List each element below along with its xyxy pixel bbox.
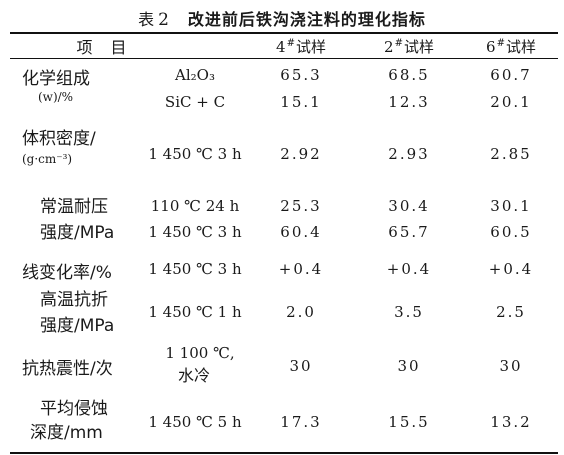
header-sample-2: 2#试样 [354, 36, 464, 57]
cond-erosion-1: 1 450 ℃ 5 h [148, 413, 242, 431]
value-chem-2-s6: 20.1 [490, 93, 532, 111]
cond-ccs-2: 1 450 ℃ 3 h [148, 223, 242, 241]
header-rule [10, 58, 558, 59]
header-sample-4-mark: # [286, 38, 295, 49]
value-erosion-1-s2: 15.5 [388, 413, 430, 431]
value-plc-1-s6: +0.4 [488, 260, 534, 278]
value-tsr-s6: 30 [499, 357, 523, 375]
value-ccs-1-s4: 25.3 [280, 197, 322, 215]
caption-text: 改进前后铁沟浇注料的理化指标 [187, 10, 426, 29]
value-chem-1-s6: 60.7 [490, 66, 532, 84]
value-hmor-1-s6: 2.5 [496, 303, 526, 321]
value-tsr-s2: 30 [397, 357, 421, 375]
cond-chem-1: Al₂O₃ [175, 66, 215, 84]
value-chem-2-s2: 12.3 [388, 93, 430, 111]
value-chem-1-s4: 65.3 [280, 66, 322, 84]
value-tsr-s4: 30 [289, 357, 313, 375]
cond-tsr-1: 1 100 ℃, [165, 344, 235, 362]
header-sample-6-word: 试样 [505, 38, 536, 56]
header-sample-6-num: 6 [486, 38, 496, 56]
value-plc-1-s4: +0.4 [278, 260, 324, 278]
value-chem-2-s4: 15.1 [280, 93, 322, 111]
row-unit-chem: (w)/% [38, 90, 74, 104]
header-sample-2-word: 试样 [403, 38, 434, 56]
top-rule [10, 32, 558, 34]
value-ccs-2-s6: 60.5 [490, 223, 532, 241]
header-sample-4: 4#试样 [246, 36, 356, 57]
value-density-1-s4: 2.92 [280, 145, 322, 163]
row-unit-erosion: 深度/mm [30, 423, 103, 443]
caption-prefix: 表 [138, 10, 156, 29]
row-unit-ccs: 强度/MPa [40, 223, 115, 243]
row-unit-hmor: 强度/MPa [40, 316, 115, 336]
cond-density-1: 1 450 ℃ 3 h [148, 145, 242, 163]
value-hmor-1-s4: 2.0 [286, 303, 316, 321]
header-sample-2-num: 2 [384, 38, 394, 56]
cond-plc-1: 1 450 ℃ 3 h [148, 260, 242, 278]
row-unit-density: (g·cm⁻³) [22, 152, 73, 166]
table-header: 项 目 4#试样 2#试样 6#试样 [0, 34, 564, 58]
value-density-1-s6: 2.85 [490, 145, 532, 163]
caption-number: 2 [158, 10, 170, 30]
value-density-1-s2: 2.93 [388, 145, 430, 163]
value-plc-1-s2: +0.4 [386, 260, 432, 278]
value-chem-1-s2: 68.5 [388, 66, 430, 84]
value-erosion-1-s6: 13.2 [490, 413, 532, 431]
value-ccs-2-s4: 60.4 [280, 223, 322, 241]
row-label-erosion: 平均侵蚀 [40, 399, 108, 419]
header-sample-2-mark: # [394, 38, 403, 49]
table-caption: 表 2 改进前后铁沟浇注料的理化指标 [0, 6, 564, 30]
cond-chem-2: SiC + C [164, 93, 226, 111]
row-label-plc: 线变化率/% [22, 263, 112, 283]
header-sample-6-mark: # [496, 38, 505, 49]
row-label-chem: 化学组成 [22, 69, 90, 89]
value-ccs-2-s2: 65.7 [388, 223, 430, 241]
header-item: 项 目 [76, 38, 128, 57]
value-ccs-1-s6: 30.1 [490, 197, 532, 215]
row-label-hmor: 高温抗折 [40, 290, 108, 310]
value-hmor-1-s2: 3.5 [394, 303, 424, 321]
header-sample-6: 6#试样 [456, 36, 564, 57]
cond-ccs-1: 110 ℃ 24 h [150, 197, 240, 215]
header-sample-4-num: 4 [276, 38, 286, 56]
cond-tsr-2: 水冷 [177, 366, 210, 385]
value-ccs-1-s2: 30.4 [388, 197, 430, 215]
value-erosion-1-s4: 17.3 [280, 413, 322, 431]
cond-hmor-1: 1 450 ℃ 1 h [148, 303, 242, 321]
row-label-tsr: 抗热震性/次 [22, 359, 113, 379]
header-sample-4-word: 试样 [295, 38, 326, 56]
row-label-density: 体积密度/ [22, 129, 96, 149]
bottom-rule [10, 452, 558, 454]
row-label-ccs: 常温耐压 [40, 197, 108, 217]
